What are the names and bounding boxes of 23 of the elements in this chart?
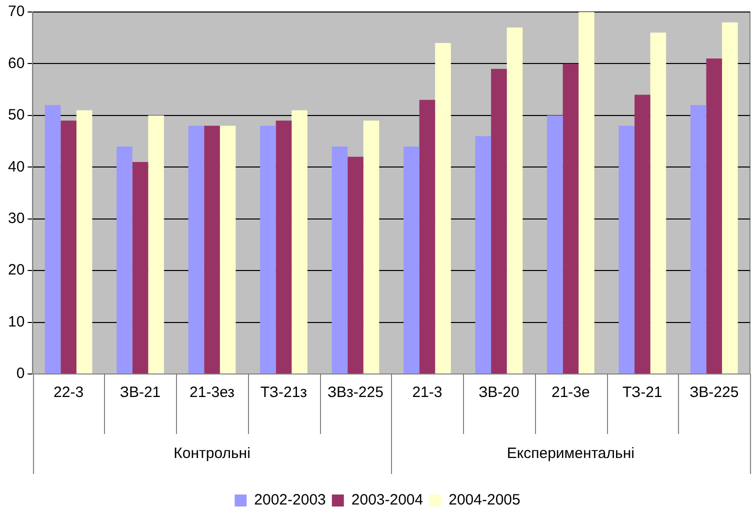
- x-tick-label: ЗВз-225: [327, 384, 384, 402]
- y-tick-label: 60: [8, 54, 25, 72]
- x-tick-label: ТЗ-21: [622, 384, 662, 402]
- legend-label: 2002-2003: [254, 492, 326, 509]
- legend-label: 2003-2004: [351, 492, 424, 509]
- y-tick-label: 70: [8, 3, 25, 20]
- x-tick-label: 21-3е: [551, 384, 590, 402]
- y-tick-label: 10: [8, 313, 25, 330]
- x-tick-label: 21-3: [412, 384, 442, 402]
- y-tick-label: 20: [8, 262, 25, 279]
- y-tick-label: 40: [8, 158, 25, 176]
- x-tick-label: ЗВ-21: [120, 384, 161, 402]
- x-tick-label: ЗВ-20: [478, 384, 520, 402]
- text: Контрольні: [174, 445, 250, 462]
- legend-label: 2004-2005: [448, 492, 520, 509]
- y-tick-label: 0: [16, 365, 25, 382]
- y-tick-label: 30: [8, 210, 25, 227]
- x-tick-label: 22-3: [54, 384, 84, 402]
- x-tick-label: ЗВ-225: [690, 384, 739, 402]
- x-tick-label: ТЗ-21з: [260, 384, 308, 402]
- text: Експериментальні: [506, 445, 634, 462]
- y-tick-label: 50: [8, 106, 25, 124]
- x-tick-label: 21-3ез: [190, 384, 235, 402]
